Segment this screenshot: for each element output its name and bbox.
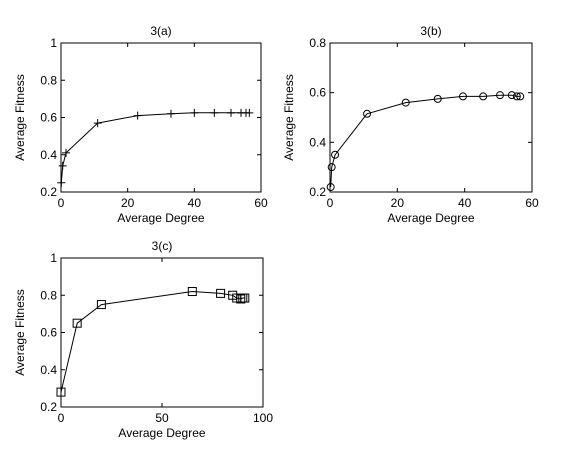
data-point	[327, 163, 336, 172]
chart-3: 0 50 100 0.2 0.4 0.6 0.8 1 3(c) Average Degree Ave…	[13, 239, 273, 440]
data-point	[210, 108, 219, 117]
chart-1: 0 20 40 60 0.2 0.4 0.6 0.8 1 3(a) Average Degree Av…	[13, 24, 268, 225]
data-point	[479, 92, 488, 101]
data-point	[133, 111, 142, 120]
data-point	[433, 94, 442, 103]
chart-title: 3(a)	[150, 24, 171, 38]
y-tick-label: 0.2	[309, 185, 326, 199]
x-tick-label: 40	[458, 196, 472, 210]
data-point	[96, 300, 106, 310]
x-tick-label: 60	[525, 196, 539, 210]
plot-area	[60, 257, 264, 408]
data-point	[363, 109, 372, 118]
y-axis-label: Average Fitness	[282, 74, 296, 161]
data-point	[167, 109, 175, 118]
plot-area	[60, 42, 262, 193]
data-point	[401, 98, 410, 107]
data-point	[93, 119, 102, 128]
series-line	[330, 94, 521, 188]
y-tick-label: 0.4	[40, 148, 57, 162]
data-point	[72, 318, 82, 328]
data-point	[331, 150, 340, 159]
data-point	[187, 287, 197, 297]
y-tick-label: 0.2	[40, 185, 57, 199]
data-point	[62, 148, 70, 157]
data-point	[516, 92, 525, 101]
y-tick-label: 0.6	[309, 86, 326, 100]
data-point	[216, 288, 226, 298]
x-tick-label: 0	[58, 196, 65, 210]
data-point	[58, 161, 67, 170]
data-point	[227, 108, 235, 117]
data-point	[458, 92, 467, 101]
x-tick-label: 20	[121, 196, 135, 210]
x-tick-label: 40	[188, 196, 202, 210]
chart-title: 3(c)	[152, 239, 173, 253]
y-tick-label: 0.4	[40, 363, 57, 377]
y-tick-label: 0.8	[40, 73, 57, 87]
x-tick-label: 20	[391, 196, 405, 210]
x-tick-label: 60	[254, 196, 268, 210]
y-tick-label: 0.6	[40, 326, 57, 340]
x-tick-label: 0	[327, 196, 334, 210]
y-axis-label: Average Fitness	[13, 289, 27, 376]
y-tick-label: 1	[50, 36, 57, 50]
y-tick-label: 0.6	[40, 111, 57, 125]
y-tick-label: 0.4	[309, 135, 326, 149]
y-tick-label: 0.8	[309, 36, 326, 50]
data-point	[326, 183, 335, 192]
plot-area	[329, 42, 533, 193]
y-tick-label: 0.2	[40, 400, 57, 414]
data-point	[57, 178, 66, 187]
y-axis-label: Average Fitness	[13, 74, 27, 161]
data-point	[512, 92, 521, 101]
x-axis-label: Average Degree	[118, 426, 205, 440]
x-tick-label: 50	[155, 411, 169, 425]
x-axis-label: Average Degree	[117, 211, 204, 225]
x-tick-label: 100	[253, 411, 273, 425]
x-axis-label: Average Degree	[387, 211, 474, 225]
chart-title: 3(b)	[420, 24, 441, 38]
y-tick-label: 0.8	[40, 288, 57, 302]
series-line	[60, 290, 245, 393]
data-point	[56, 387, 66, 397]
data-point	[240, 293, 250, 303]
data-point	[245, 108, 254, 117]
data-point	[190, 108, 199, 117]
chart-2: 0 20 40 60 0.2 0.4 0.6 0.8 3(b) Average Degree Ave…	[282, 24, 539, 225]
data-point	[507, 91, 516, 100]
data-point	[496, 91, 505, 100]
y-tick-label: 1	[50, 251, 57, 265]
x-tick-label: 0	[58, 411, 65, 425]
